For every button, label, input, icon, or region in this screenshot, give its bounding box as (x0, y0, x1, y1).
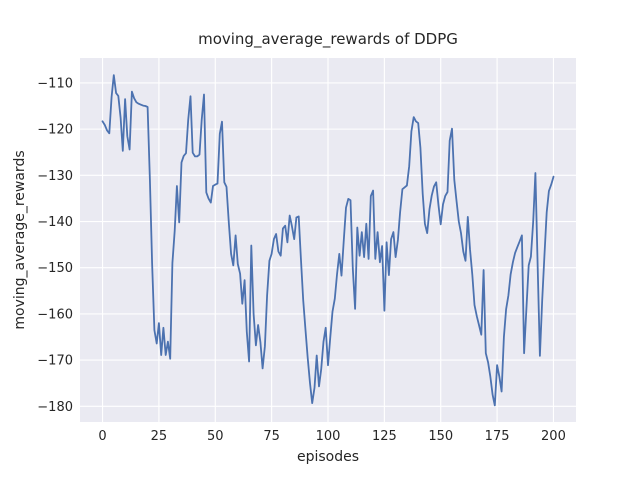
y-tick-label: −160 (37, 307, 73, 322)
line-layer (101, 74, 555, 407)
x-tick-label: 100 (316, 429, 341, 444)
x-tick-label: 25 (151, 429, 168, 444)
chart-title: moving_average_rewards of DDPG (198, 30, 458, 49)
x-tick-label: 50 (207, 429, 224, 444)
data-line-moving_average_rewards (101, 74, 555, 407)
y-tick-label: −150 (37, 261, 73, 276)
x-tick-label: 75 (263, 429, 280, 444)
y-tick-label: −140 (37, 215, 73, 230)
x-tick-label: 125 (372, 429, 397, 444)
x-tick-label: 150 (428, 429, 453, 444)
y-tick-label: −120 (37, 123, 73, 138)
y-tick-label: −180 (37, 400, 73, 415)
x-axis-label: episodes (297, 449, 359, 465)
y-axis-label: moving_average_rewards (12, 150, 28, 329)
x-tick-label: 200 (541, 429, 566, 444)
y-tick-label: −110 (37, 76, 73, 91)
x-tick-label: 175 (485, 429, 510, 444)
y-tick-label: −130 (37, 169, 73, 184)
grid-layer (80, 58, 576, 422)
y-tick-label: −170 (37, 354, 73, 369)
tick-layer: 0 25 50 75 100 125 150 175 200 −110 −120 −130 −140 −1… (37, 76, 566, 444)
x-tick-label: 0 (98, 429, 106, 444)
